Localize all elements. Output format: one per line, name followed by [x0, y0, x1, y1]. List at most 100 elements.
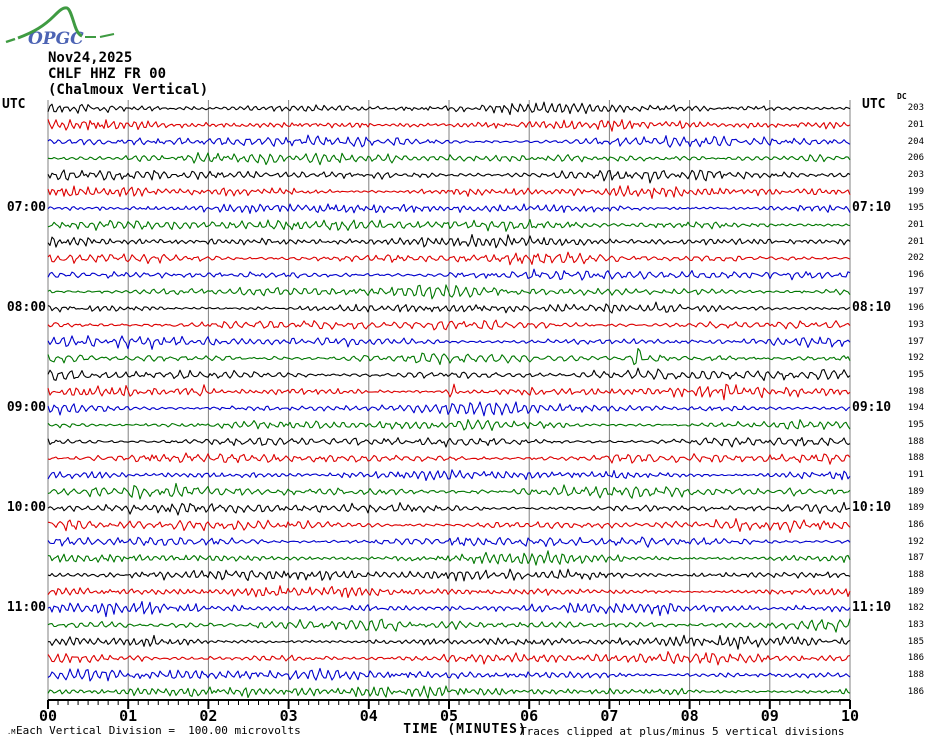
dc-value-row-4: 206: [907, 153, 924, 164]
dc-value-row-15: 197: [907, 336, 924, 347]
trace-row-32: [47, 618, 851, 633]
dc-value-row-21: 188: [907, 436, 924, 447]
dc-value-row-11: 196: [907, 270, 924, 280]
trace-row-20: [47, 419, 851, 431]
opgc-logo: OPGC: [4, 4, 120, 50]
dc-value-row-8: 201: [907, 220, 924, 230]
x-tick-label-03: 03: [279, 707, 298, 725]
station-code-label: CHLF HHZ FR 00: [48, 66, 167, 82]
dc-value-row-7: 195: [907, 203, 924, 214]
dc-value-row-31: 182: [907, 603, 924, 614]
logo-swoosh-right-dash2: [99, 33, 115, 38]
dc-value-row-34: 186: [907, 653, 924, 664]
x-tick-label-05: 05: [439, 707, 459, 725]
dc-value-row-3: 204: [907, 136, 924, 147]
x-tick-label-09: 09: [760, 707, 779, 725]
logo-swoosh-left-dash: [5, 37, 16, 44]
dc-value-row-33: 185: [907, 636, 924, 647]
dc-value-row-32: 183: [907, 620, 924, 630]
dc-value-row-5: 203: [907, 170, 924, 180]
dc-value-row-19: 194: [907, 403, 924, 414]
hour-label-left-07:00: 07:00: [6, 200, 46, 216]
hour-label-right-07:10: 07:10: [852, 200, 892, 216]
trace-row-2: [47, 119, 851, 132]
trace-row-24: [47, 482, 851, 500]
dc-value-row-24: 189: [907, 486, 924, 497]
utc-label-right: UTC: [862, 97, 886, 112]
dc-header-label: DC: [897, 92, 907, 101]
x-axis-title: TIME (MINUTES): [403, 722, 527, 737]
x-tick-label-00: 00: [38, 707, 58, 725]
dc-value-row-29: 188: [907, 570, 924, 580]
dc-value-row-20: 195: [907, 420, 924, 430]
vertical-scale-note: Each Vertical Division = 100.00 microvol…: [16, 724, 301, 737]
trace-row-18: [47, 383, 851, 401]
x-tick-label-06: 06: [520, 707, 539, 725]
trace-row-1: [47, 101, 851, 116]
trace-row-29: [47, 568, 851, 582]
trace-row-6: [47, 185, 851, 199]
dc-value-row-26: 186: [907, 520, 924, 530]
dc-value-row-30: 189: [907, 586, 924, 597]
trace-row-11: [47, 268, 851, 281]
trace-row-33: [48, 634, 851, 650]
hour-label-left-09:00: 09:00: [6, 400, 46, 416]
dc-value-row-35: 188: [907, 670, 924, 680]
dc-value-row-13: 196: [907, 303, 924, 314]
trace-row-21: [47, 437, 851, 448]
dc-value-row-2: 201: [907, 120, 924, 130]
dc-value-row-22: 188: [907, 453, 924, 464]
trace-row-35: [47, 667, 851, 682]
dc-value-row-12: 197: [907, 286, 924, 297]
hour-label-left-11:00: 11:00: [6, 600, 46, 616]
trace-row-3: [47, 134, 851, 148]
trace-row-19: [47, 401, 851, 417]
opgc-logo-text: OPGC: [28, 29, 84, 49]
clip-note: Traces clipped at plus/minus 5 vertical …: [520, 725, 845, 738]
trace-row-9: [47, 233, 851, 249]
trace-row-10: [47, 251, 851, 266]
date-label: Nov24,2025: [48, 50, 133, 66]
x-tick-label-01: 01: [119, 707, 138, 725]
trace-row-17: [47, 367, 851, 382]
dc-value-row-36: 186: [907, 686, 924, 697]
trace-row-4: [47, 152, 851, 166]
hour-label-left-08:00: 08:00: [6, 300, 46, 316]
x-tick-label-02: 02: [199, 707, 218, 725]
dc-value-row-27: 192: [907, 536, 924, 547]
dc-value-row-16: 192: [907, 353, 924, 364]
logo-swoosh-curve: [17, 6, 83, 40]
trace-row-26: [47, 518, 851, 533]
station-name-label: (Chalmoux Vertical): [48, 82, 209, 98]
hour-label-left-10:00: 10:00: [6, 500, 46, 516]
dc-value-row-23: 191: [907, 470, 924, 480]
trace-row-12: [47, 284, 851, 300]
trace-row-31: [47, 600, 851, 618]
x-tick-label-07: 07: [600, 707, 619, 725]
trace-row-15: [47, 335, 851, 350]
hour-label-right-10:10: 10:10: [852, 500, 892, 516]
trace-row-8: [47, 219, 851, 232]
dc-value-row-10: 202: [907, 253, 924, 264]
trace-row-23: [47, 469, 851, 482]
trace-row-25: [47, 501, 851, 516]
corner-mark: .M: [7, 728, 16, 736]
trace-row-16: [47, 347, 851, 366]
utc-label-left: UTC: [2, 97, 26, 112]
x-tick-label-10: 10: [840, 707, 860, 725]
trace-row-30: [47, 585, 851, 599]
dc-value-row-6: 199: [907, 186, 924, 197]
trace-row-28: [47, 550, 851, 566]
trace-row-36: [47, 685, 851, 699]
hour-label-right-09:10: 09:10: [852, 400, 892, 416]
trace-row-34: [47, 651, 851, 666]
x-tick-label-08: 08: [680, 707, 699, 725]
trace-row-22: [47, 452, 851, 465]
dc-value-row-28: 187: [907, 553, 924, 564]
dc-value-row-1: 203: [907, 103, 924, 114]
trace-row-27: [47, 536, 851, 548]
dc-value-row-18: 198: [907, 386, 924, 397]
trace-row-13: [47, 301, 851, 314]
hour-label-right-11:10: 11:10: [852, 600, 892, 616]
